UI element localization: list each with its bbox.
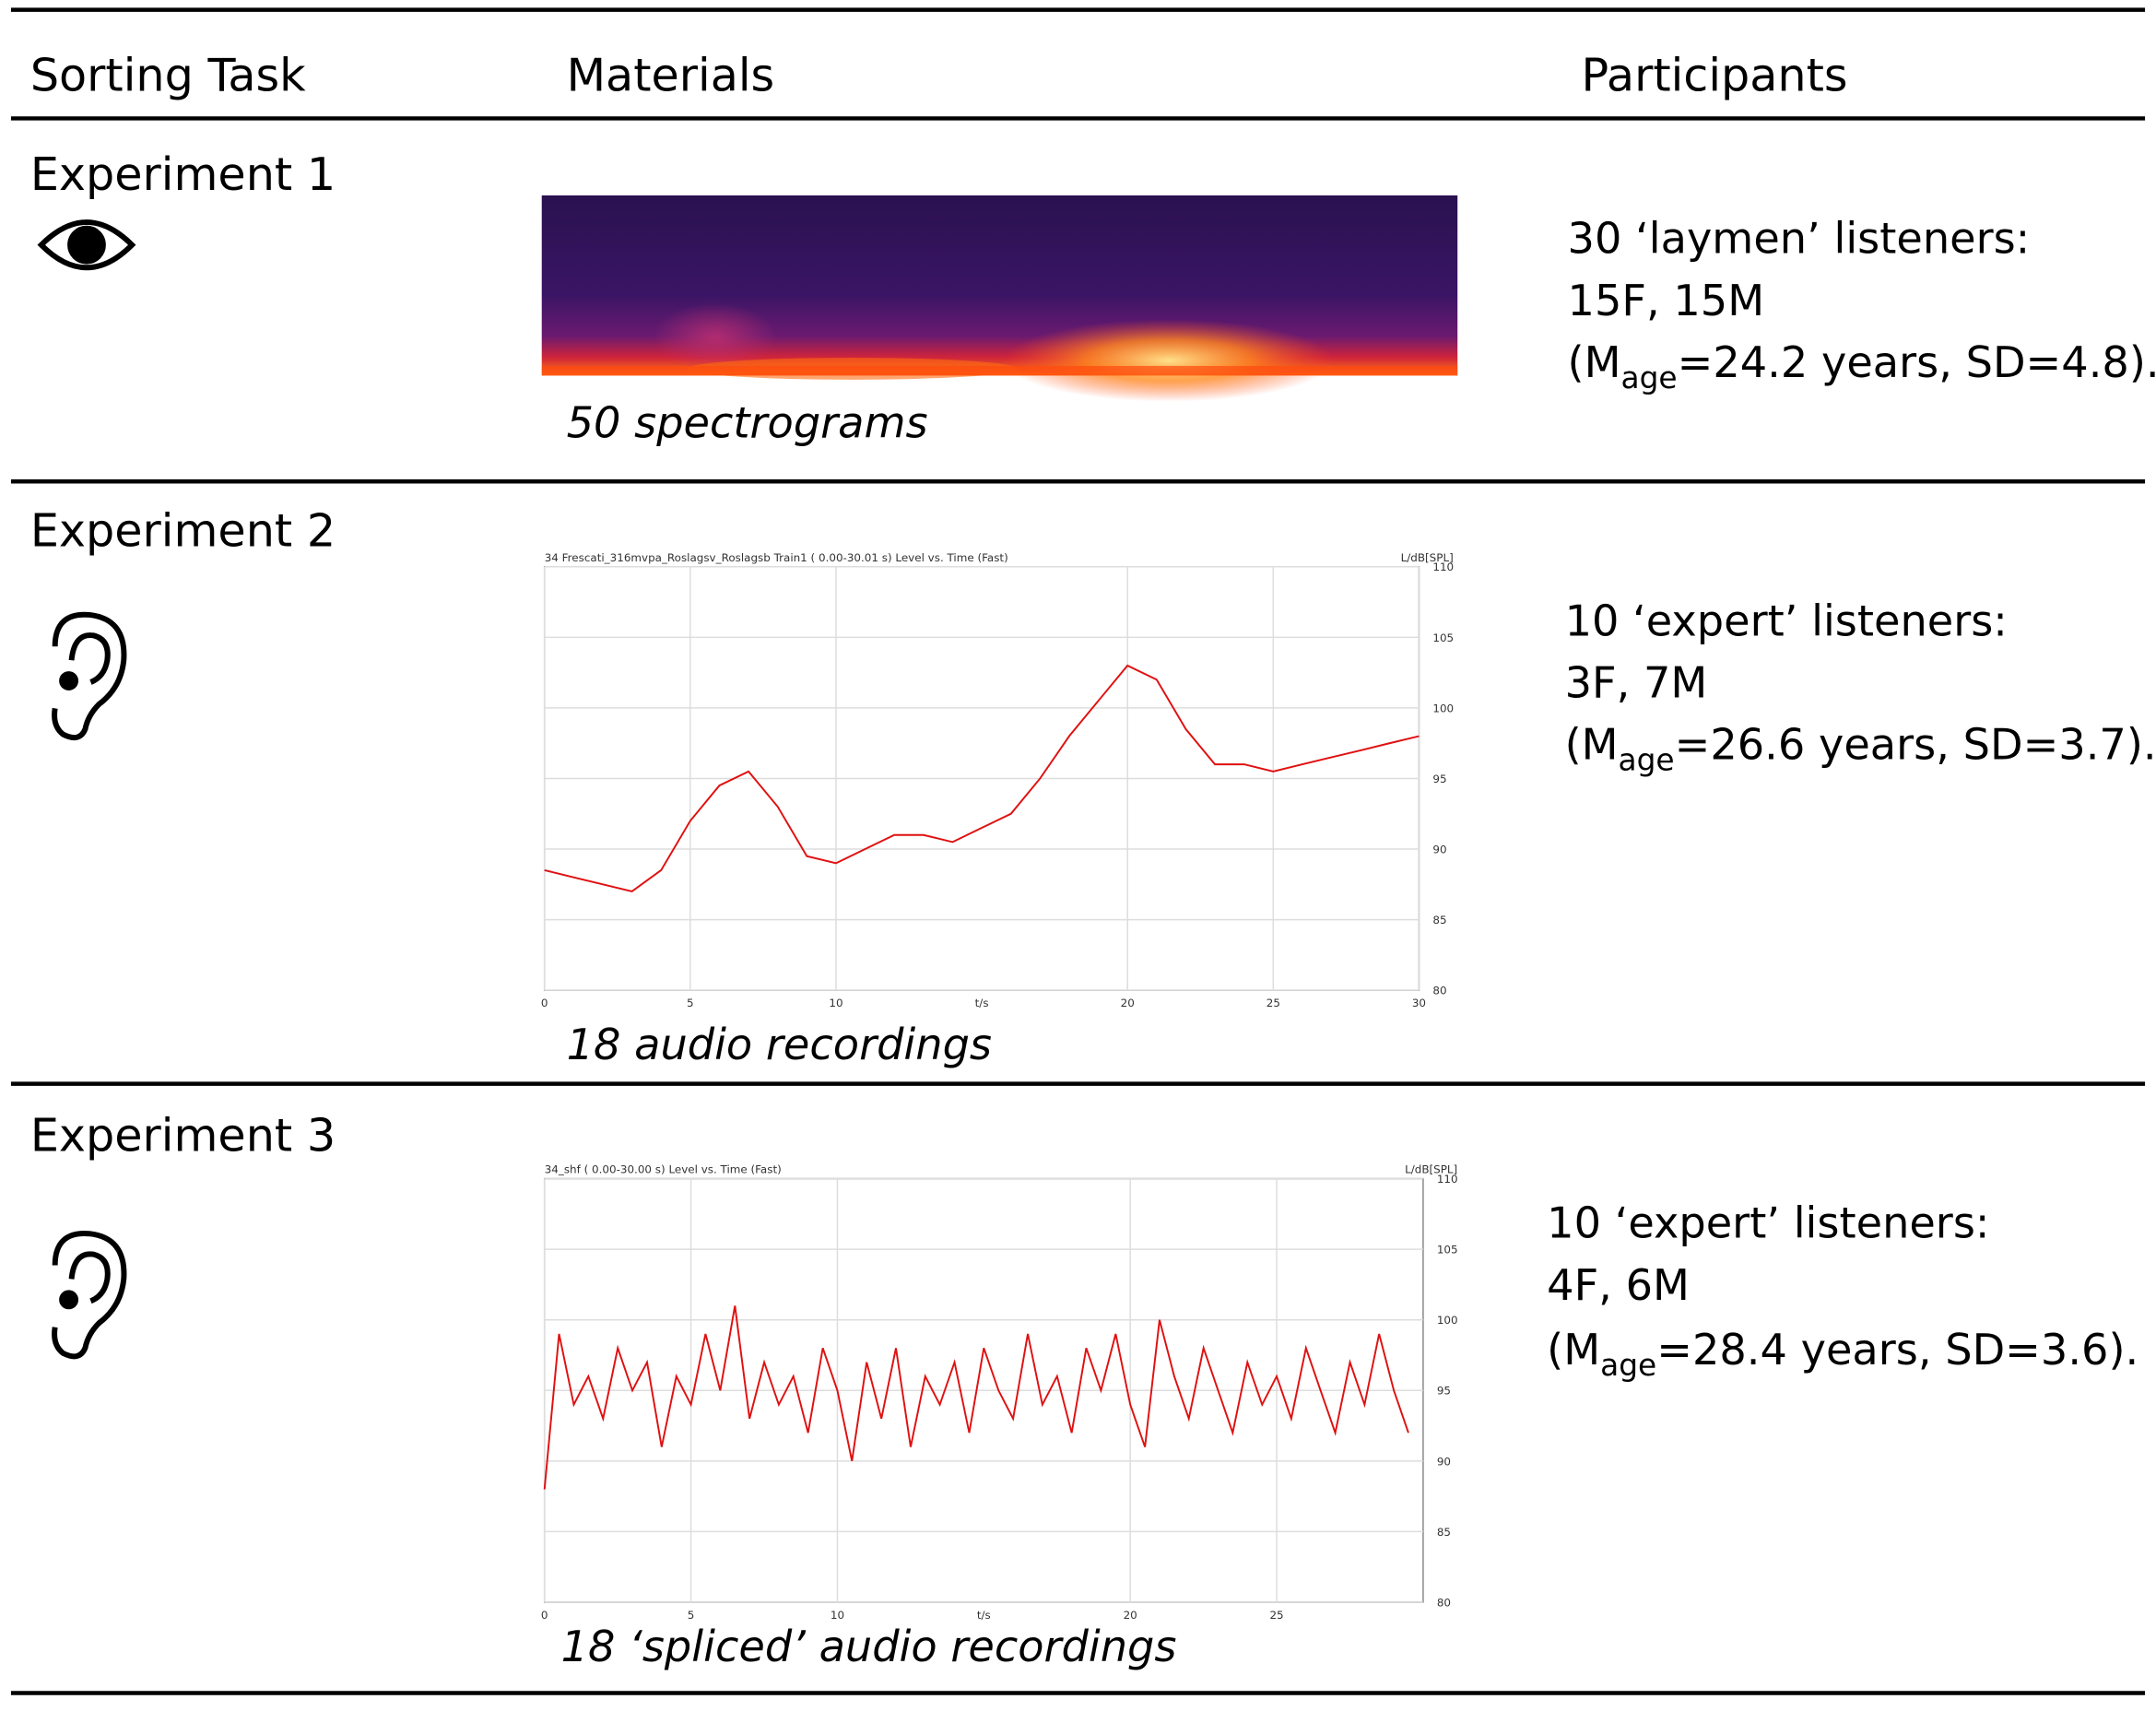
spectrogram [541,195,1458,402]
x-tick-label: 25 [1267,997,1280,1009]
participants-subscript: age [1600,1348,1656,1383]
column-header: Participants [1581,49,1847,102]
ear-icon [52,1231,127,1360]
participants-text: =26.6 years, SD=3.7). [1675,720,2156,770]
y-tick-label: 105 [1437,1244,1458,1257]
y-tick-label: 90 [1432,844,1446,856]
participants-subscript: age [1620,360,1677,395]
x-tick-label: 5 [687,997,694,1009]
participants-line: (Mage=26.6 years, SD=3.7). [1565,720,2156,778]
x-axis-label: t/s [975,997,989,1009]
eye-icon [37,219,136,271]
y-tick-label: 95 [1437,1385,1451,1398]
participants-text: =24.2 years, SD=4.8). [1678,337,2156,387]
x-tick-label: 30 [1412,997,1426,1009]
level-line [544,664,1420,892]
y-tick-label: 85 [1437,1526,1451,1539]
participants-line: 30 ‘laymen’ listeners: [1568,214,2031,264]
x-tick-label: 10 [831,1609,844,1622]
experiment-label: Experiment 3 [30,1109,336,1162]
participants-line: 3F, 7M [1565,657,1708,707]
chart-title: 34_shf ( 0.00-30.00 s) Level vs. Time (F… [545,1163,782,1176]
ear-icon [52,611,127,741]
x-tick-label: 20 [1124,1609,1137,1622]
chart-title: 34 Frescati_316mvpa_Roslagsv_Roslagsb Tr… [545,551,1008,564]
participants-line: 10 ‘expert’ listeners: [1547,1198,1989,1248]
y-tick-label: 110 [1432,560,1454,573]
experiment-label: Experiment 2 [30,503,336,557]
participants-line: 10 ‘expert’ listeners: [1565,596,2008,645]
participants-line: (Mage=24.2 years, SD=4.8). [1568,337,2156,395]
x-tick-label: 0 [541,1609,548,1622]
participants-line: 15F, 15M [1568,276,1765,325]
x-tick-label: 5 [688,1609,695,1622]
x-tick-label: 0 [541,997,548,1009]
material-caption: 18 audio recordings [567,1020,992,1069]
material-caption: 18 ‘spliced’ audio recordings [561,1622,1177,1671]
y-tick-label: 80 [1437,1596,1451,1609]
x-tick-label: 20 [1121,997,1135,1009]
y-tick-label: 95 [1432,773,1446,785]
y-tick-label: 90 [1437,1455,1451,1468]
participants-text: (M [1568,337,1621,387]
y-tick-label: 100 [1432,702,1454,714]
participants-subscript: age [1619,743,1675,778]
participants-line: (Mage=28.4 years, SD=3.6). [1547,1325,2138,1383]
y-tick-label: 85 [1432,914,1446,926]
y-tick-label: 105 [1432,631,1454,644]
x-axis-label: t/s [977,1609,991,1622]
y-axis-label: L/dB[SPL] [1405,1163,1457,1176]
column-header: Materials [567,49,775,102]
level-line [543,1305,1409,1490]
participants-line: 4F, 6M [1547,1260,1690,1310]
x-tick-label: 10 [829,997,842,1009]
y-tick-label: 110 [1437,1173,1458,1186]
y-tick-label: 80 [1432,985,1446,997]
y-tick-label: 100 [1437,1314,1458,1327]
participants-text: (M [1565,720,1619,770]
experiment-label: Experiment 1 [30,148,336,201]
participants-text: =28.4 years, SD=3.6). [1656,1325,2138,1375]
column-header: Sorting Task [30,49,306,102]
x-tick-label: 25 [1269,1609,1283,1622]
participants-text: (M [1547,1325,1600,1375]
material-caption: 50 spectrograms [567,398,928,448]
y-axis-label: L/dB[SPL] [1401,551,1454,564]
